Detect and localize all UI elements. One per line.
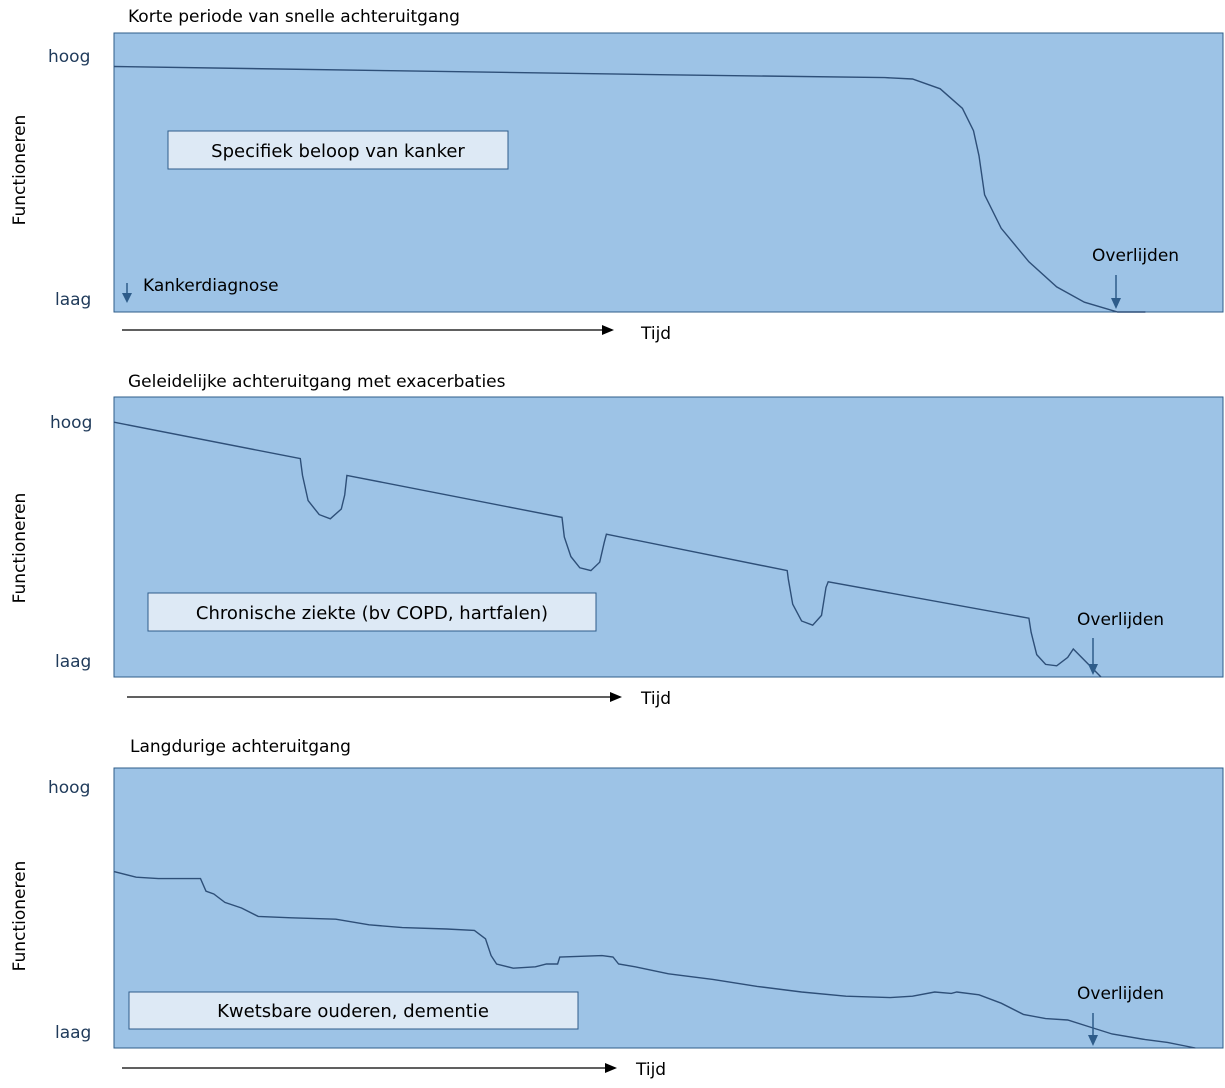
- y-tick-high: hoog: [48, 778, 90, 798]
- x-axis-label: Tijd: [640, 324, 671, 344]
- y-tick-high: hoog: [48, 47, 90, 67]
- panel-title: Geleidelijke achteruitgang met exacerbat…: [128, 372, 506, 392]
- label-box: [147, 592, 597, 632]
- panel-title: Langdurige achteruitgang: [130, 737, 351, 757]
- trajectory-line: [113, 65, 1146, 313]
- label-box: [128, 991, 579, 1030]
- plot-area: [113, 32, 1224, 313]
- y-axis-label: Functioneren: [10, 493, 30, 604]
- label-box-text: Specifiek beloop van kanker: [211, 141, 465, 162]
- label-box-text: Chronische ziekte (bv COPD, hartfalen): [196, 603, 548, 624]
- y-tick-low: laag: [55, 290, 91, 310]
- death-annotation: Overlijden: [1092, 246, 1179, 266]
- death-arrow-head: [1111, 298, 1121, 309]
- panel-cancer: Korte periode van snelle achteruitgang h…: [10, 7, 1224, 344]
- x-axis-label: Tijd: [640, 689, 671, 709]
- label-box: [167, 130, 509, 170]
- death-annotation: Overlijden: [1077, 610, 1164, 630]
- label-box-text: Kwetsbare ouderen, dementie: [217, 1001, 489, 1022]
- y-tick-low: laag: [55, 652, 91, 672]
- panel-frail: Langdurige achteruitgang hoog laag Funct…: [10, 737, 1224, 1080]
- y-tick-high: hoog: [50, 413, 92, 433]
- x-axis-label: Tijd: [635, 1060, 666, 1080]
- death-annotation: Overlijden: [1077, 984, 1164, 1004]
- death-arrow-head: [1088, 1035, 1098, 1046]
- y-tick-low: laag: [55, 1023, 91, 1043]
- y-axis-label: Functioneren: [10, 115, 30, 226]
- trajectory-line: [113, 421, 1102, 678]
- diagnosis-arrow-head: [122, 293, 132, 303]
- trajectory-line: [113, 870, 1196, 1049]
- diagnosis-annotation: Kankerdiagnose: [143, 276, 279, 296]
- panel-chronic: Geleidelijke achteruitgang met exacerbat…: [10, 372, 1224, 709]
- y-axis-label: Functioneren: [10, 861, 30, 972]
- death-arrow-head: [1088, 664, 1098, 675]
- plot-area: [113, 396, 1224, 678]
- panel-title: Korte periode van snelle achteruitgang: [128, 7, 460, 27]
